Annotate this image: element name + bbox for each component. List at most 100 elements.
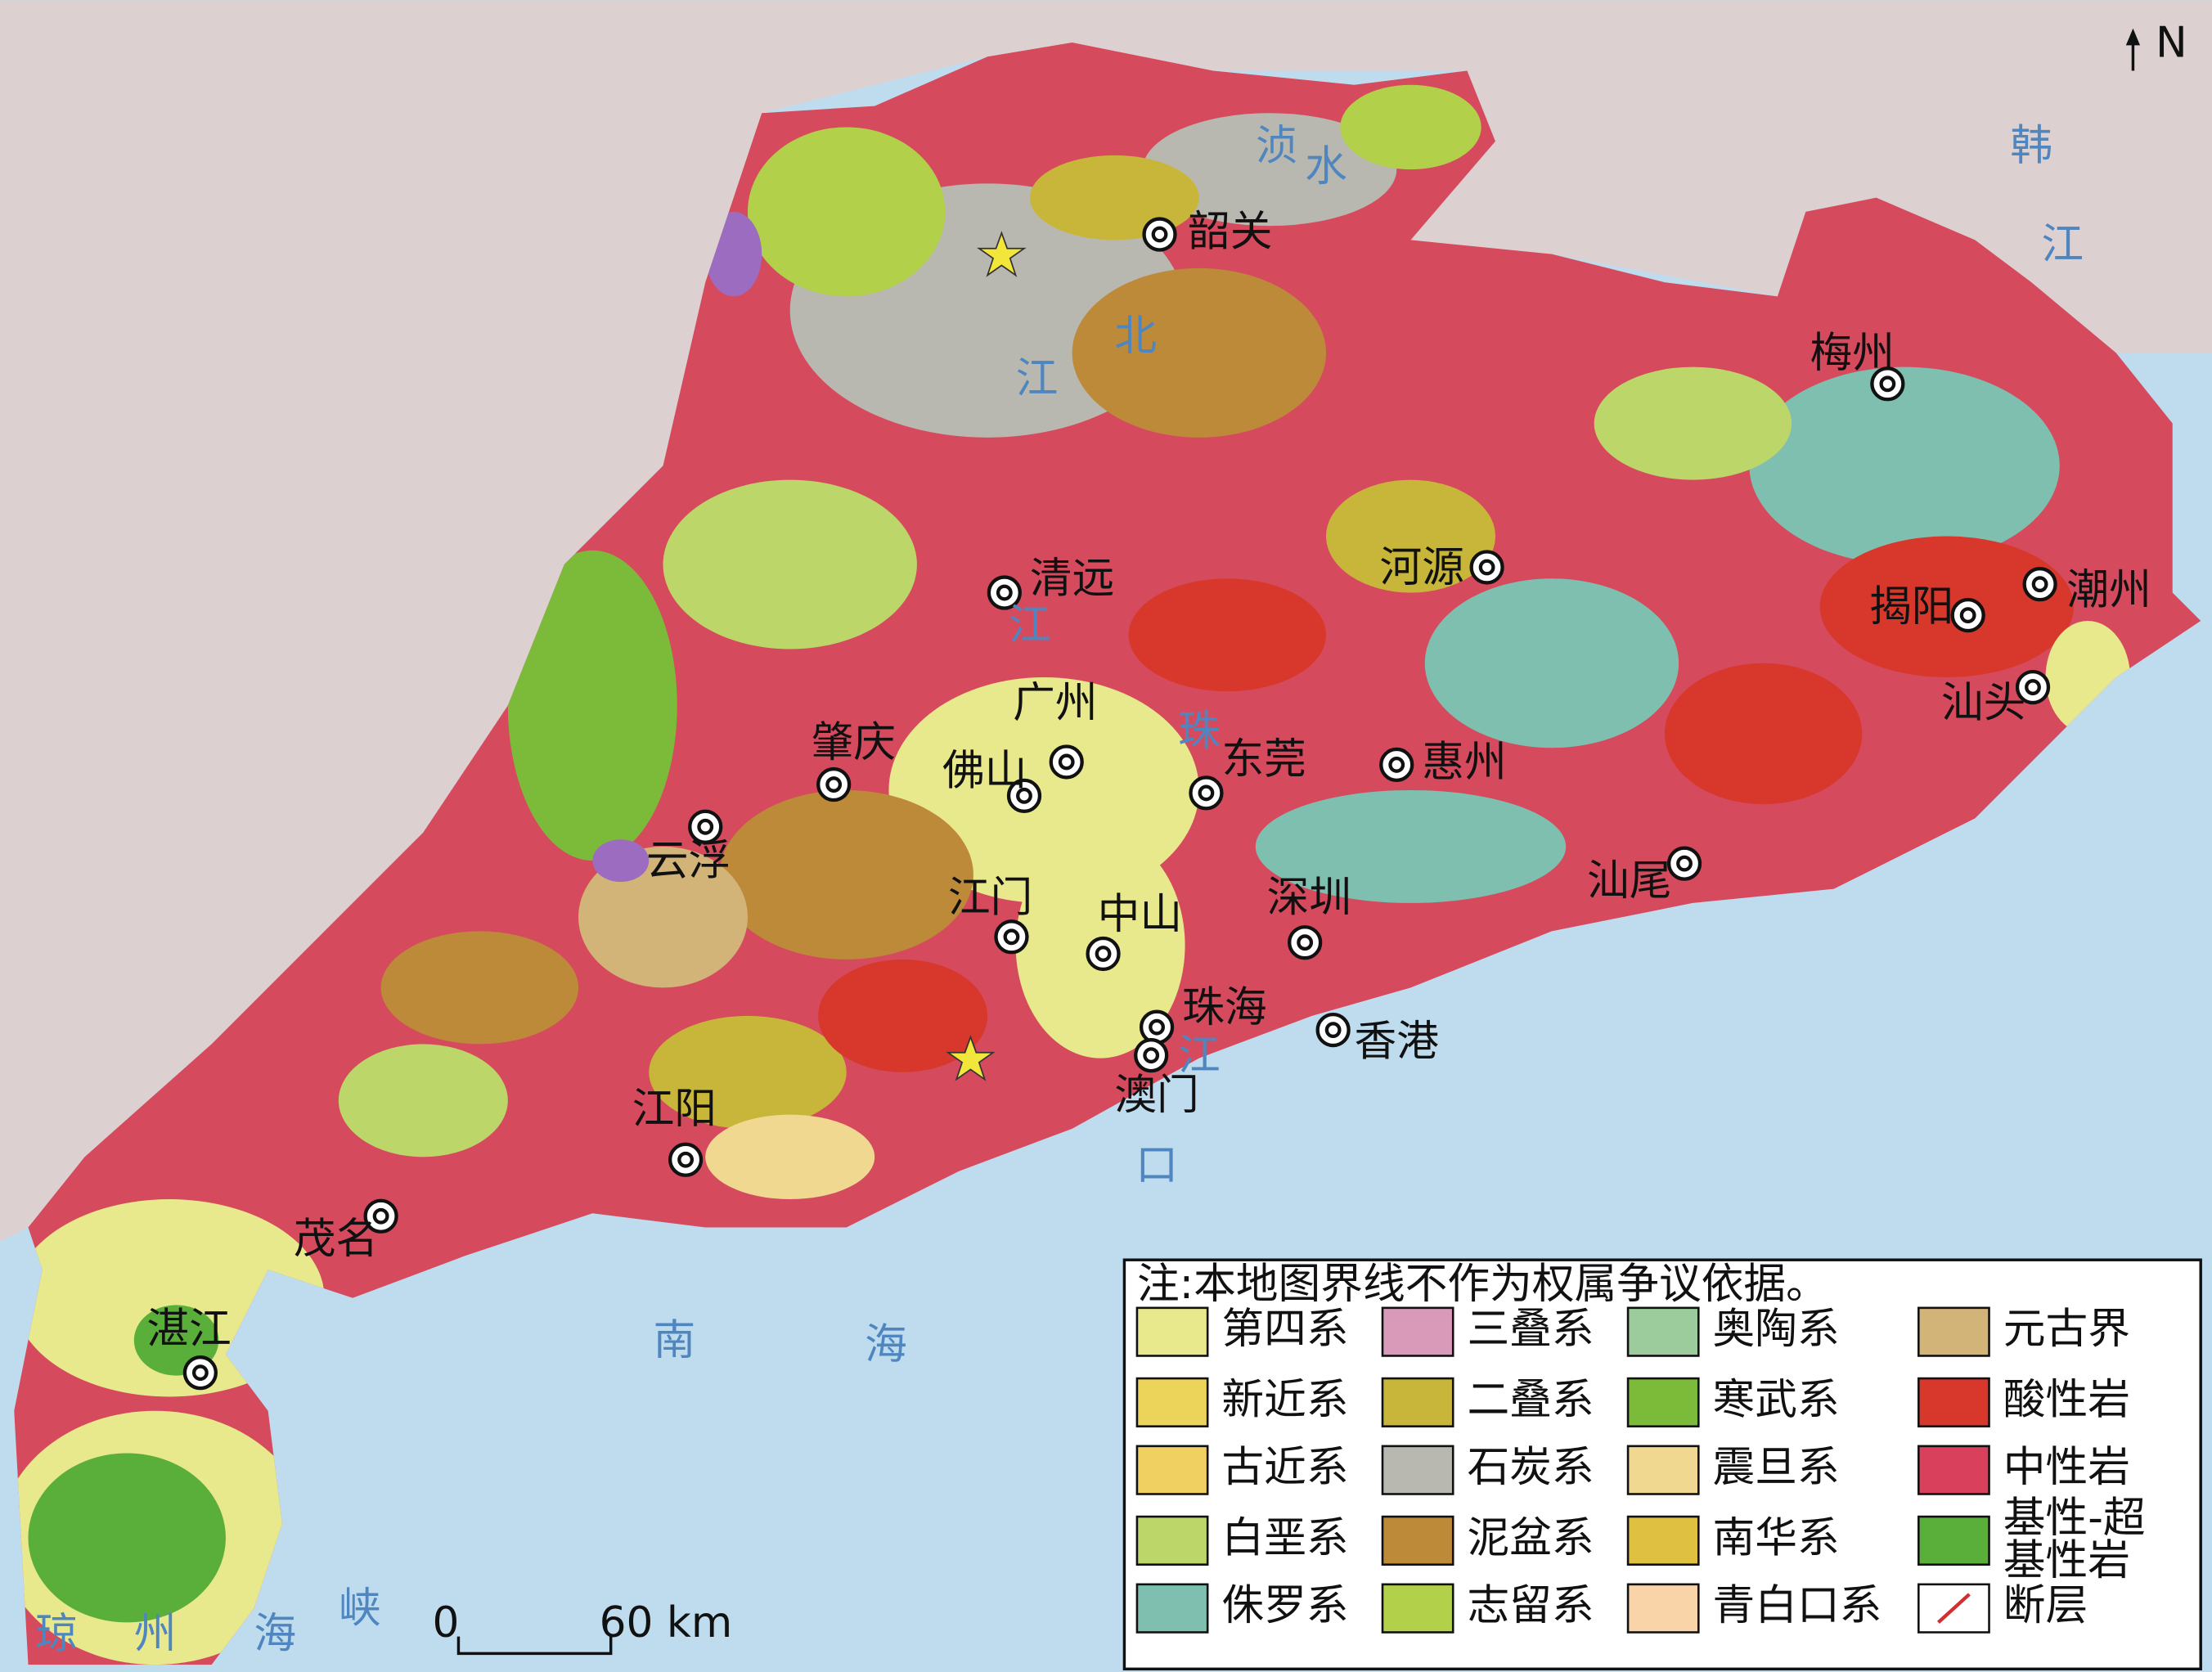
legend-label: 断层	[2003, 1581, 2088, 1630]
water-labels: 浈水韩江北江珠江江口南 海琼州海峡	[35, 121, 2084, 1658]
water-label: 峡	[339, 1584, 381, 1634]
city-label: 云浮	[646, 837, 731, 886]
legend-swatch	[1381, 1377, 1454, 1427]
city-label: 潮州	[2066, 566, 2151, 615]
legend-label: 元古界	[2003, 1305, 2130, 1354]
water-label: 江	[1009, 601, 1051, 650]
legend-swatch	[1626, 1306, 1700, 1357]
legend-fault-symbol	[1936, 1593, 1971, 1624]
legend-label: 新近系	[1221, 1375, 1348, 1424]
north-label: N	[2156, 18, 2187, 67]
water-label: 南	[653, 1316, 695, 1365]
water-label: 江	[1016, 354, 1059, 403]
city-marker-center	[825, 776, 843, 793]
legend-label: 基性岩	[2003, 1536, 2130, 1585]
city-marker-center	[2031, 576, 2048, 593]
city-label: 肇庆	[812, 718, 896, 767]
scale-start: 0	[432, 1598, 459, 1647]
legend-swatch	[1135, 1583, 1209, 1634]
city-label: 佛山	[942, 746, 1027, 795]
water-label: 口	[1135, 1141, 1178, 1190]
legend-label: 三叠系	[1467, 1305, 1594, 1354]
legend-note: 注:本地图界线不作为权属争议依据。	[1137, 1260, 1828, 1309]
legend-swatch	[1626, 1515, 1700, 1566]
city-marker-center	[1058, 753, 1075, 771]
water-label: 琼	[35, 1610, 78, 1659]
north-arrow-head	[2125, 28, 2141, 46]
star	[977, 231, 1027, 277]
city-label: 澳门	[1114, 1071, 1198, 1120]
water-label: 韩	[2010, 121, 2052, 170]
city-marker-center	[1879, 375, 1896, 393]
legend-swatch	[1135, 1445, 1209, 1495]
city-label: 香港	[1355, 1017, 1439, 1066]
city-label: 河源	[1380, 543, 1464, 592]
city-label: 广州	[1013, 678, 1097, 727]
city-label: 韶关	[1188, 208, 1272, 257]
legend-swatch	[1135, 1377, 1209, 1427]
legend-label: 侏罗系	[1221, 1581, 1348, 1630]
legend-swatch	[1918, 1445, 1990, 1495]
water-label: 海	[254, 1610, 296, 1659]
legend-swatch	[1381, 1445, 1454, 1495]
surrounding-land	[0, 0, 2212, 1242]
city-label: 湛江	[146, 1305, 231, 1354]
city-marker-center	[1198, 784, 1215, 802]
scale-bar: 0 60 km	[432, 1598, 732, 1656]
city-label: 揭阳	[1869, 582, 1953, 631]
legend-swatch	[1918, 1306, 1990, 1357]
city-label: 梅州	[1810, 329, 1895, 378]
water-label: 浈	[1256, 121, 1298, 170]
city-label: 汕头	[1941, 678, 2025, 727]
legend-label: 白垩系	[1221, 1513, 1348, 1562]
legend-swatch	[1381, 1515, 1454, 1566]
city-label: 江门	[948, 873, 1032, 922]
legend-label: 基性-超	[2003, 1494, 2146, 1543]
water-label: 州	[134, 1610, 177, 1659]
water-label: 北	[1114, 312, 1157, 361]
legend-label: 二叠系	[1467, 1375, 1594, 1424]
water-label: 水	[1305, 142, 1347, 191]
city-marker-center	[1388, 756, 1405, 773]
city-marker-center	[372, 1207, 389, 1225]
city-marker-center	[1478, 559, 1495, 576]
legend-label: 中性岩	[2003, 1443, 2130, 1492]
city-marker-center	[1297, 934, 1314, 951]
legend-swatch	[1381, 1583, 1454, 1634]
city-marker-center	[1324, 1022, 1342, 1039]
legend-label: 寒武系	[1713, 1375, 1840, 1424]
legend-swatch	[1918, 1377, 1990, 1427]
legend-label: 奥陶系	[1713, 1305, 1840, 1354]
water-label: 珠	[1178, 707, 1221, 756]
north-arrow: N	[2125, 18, 2187, 71]
city-label: 清远	[1030, 555, 1114, 604]
city-marker-center	[1676, 855, 1693, 872]
legend-label: 南华系	[1713, 1513, 1840, 1562]
legend-swatch	[1135, 1306, 1209, 1357]
city-marker-center	[697, 818, 714, 835]
city-marker-center	[996, 584, 1013, 601]
legend-swatch	[1381, 1306, 1454, 1357]
water-label: 江	[2041, 220, 2084, 269]
city-marker-center	[1143, 1047, 1160, 1064]
legend-label: 酸性岩	[2003, 1375, 2130, 1424]
city-marker-center	[677, 1151, 695, 1168]
legend-label: 震旦系	[1713, 1443, 1840, 1492]
city-label: 珠海	[1182, 983, 1266, 1032]
city-marker-center	[191, 1364, 209, 1382]
city-label: 汕尾	[1587, 856, 1671, 906]
city-marker-center	[1959, 607, 1976, 624]
legend-swatch	[1626, 1583, 1700, 1634]
water-label: 海	[865, 1320, 907, 1369]
city-marker-center	[1016, 787, 1032, 804]
stars	[946, 231, 1027, 1081]
city-marker-center	[1149, 1018, 1165, 1036]
legend-swatch	[1918, 1515, 1990, 1566]
city-marker-center	[1003, 928, 1020, 946]
city-label: 惠州	[1422, 738, 1506, 787]
water-label: 江	[1178, 1032, 1221, 1081]
